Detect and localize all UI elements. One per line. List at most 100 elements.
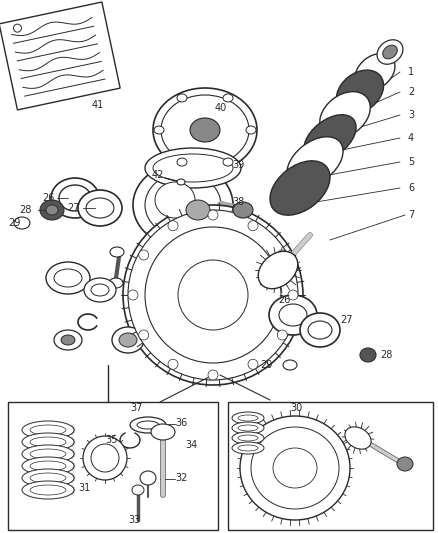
Ellipse shape <box>153 88 257 172</box>
Ellipse shape <box>128 210 298 380</box>
Ellipse shape <box>232 412 264 424</box>
Ellipse shape <box>145 148 241 188</box>
Text: 26: 26 <box>278 295 290 305</box>
Ellipse shape <box>109 278 123 288</box>
Ellipse shape <box>251 427 339 509</box>
Ellipse shape <box>46 262 90 294</box>
Ellipse shape <box>30 449 66 459</box>
Text: 36: 36 <box>175 418 187 428</box>
Text: 27: 27 <box>340 315 353 325</box>
Ellipse shape <box>283 360 297 370</box>
Ellipse shape <box>153 154 233 182</box>
Ellipse shape <box>232 432 264 444</box>
Ellipse shape <box>238 445 258 451</box>
Ellipse shape <box>59 185 91 211</box>
Text: 26: 26 <box>42 193 55 203</box>
Ellipse shape <box>83 436 127 480</box>
Ellipse shape <box>40 200 64 220</box>
Ellipse shape <box>186 200 210 220</box>
Ellipse shape <box>308 321 332 339</box>
Ellipse shape <box>208 370 218 380</box>
Ellipse shape <box>177 94 187 102</box>
Ellipse shape <box>320 92 370 139</box>
Ellipse shape <box>91 444 119 472</box>
Ellipse shape <box>161 95 249 165</box>
Text: 30: 30 <box>290 403 302 413</box>
Bar <box>228 402 433 530</box>
Text: 4: 4 <box>408 133 414 143</box>
Ellipse shape <box>168 359 178 369</box>
Ellipse shape <box>133 163 233 247</box>
Ellipse shape <box>22 469 74 487</box>
Text: 28: 28 <box>380 350 392 360</box>
Ellipse shape <box>140 471 156 485</box>
Ellipse shape <box>168 221 178 231</box>
Ellipse shape <box>336 70 384 114</box>
Ellipse shape <box>139 250 149 260</box>
Ellipse shape <box>177 179 185 185</box>
Text: 33: 33 <box>128 515 140 525</box>
Ellipse shape <box>240 416 350 520</box>
Ellipse shape <box>123 205 303 385</box>
Ellipse shape <box>277 330 287 340</box>
Ellipse shape <box>355 53 395 91</box>
Text: 29: 29 <box>260 360 272 370</box>
Ellipse shape <box>84 278 116 302</box>
Ellipse shape <box>30 461 66 471</box>
Ellipse shape <box>300 313 340 347</box>
Ellipse shape <box>110 247 124 257</box>
Ellipse shape <box>279 304 307 326</box>
Ellipse shape <box>178 260 248 330</box>
Ellipse shape <box>232 422 264 434</box>
Ellipse shape <box>14 24 21 32</box>
Ellipse shape <box>112 327 144 353</box>
Ellipse shape <box>155 182 195 218</box>
Ellipse shape <box>190 118 220 142</box>
Text: 2: 2 <box>408 87 414 97</box>
Ellipse shape <box>223 158 233 166</box>
Ellipse shape <box>119 333 137 347</box>
Ellipse shape <box>132 485 144 495</box>
Ellipse shape <box>30 485 66 495</box>
Text: 32: 32 <box>175 473 187 483</box>
Ellipse shape <box>128 290 138 300</box>
Ellipse shape <box>269 295 317 335</box>
Ellipse shape <box>208 210 218 220</box>
Text: 42: 42 <box>152 170 164 180</box>
Text: 40: 40 <box>215 103 227 113</box>
Text: 39: 39 <box>232 160 244 170</box>
Ellipse shape <box>30 473 66 483</box>
Text: 38: 38 <box>232 197 244 207</box>
Ellipse shape <box>61 335 75 345</box>
Ellipse shape <box>139 330 149 340</box>
Ellipse shape <box>277 250 287 260</box>
Text: 28: 28 <box>20 205 32 215</box>
Text: 1: 1 <box>408 67 414 77</box>
Ellipse shape <box>46 205 58 215</box>
Ellipse shape <box>78 190 122 226</box>
Ellipse shape <box>258 251 298 289</box>
Text: 34: 34 <box>185 440 197 450</box>
Ellipse shape <box>30 425 66 435</box>
Ellipse shape <box>223 94 233 102</box>
Text: 41: 41 <box>92 100 104 110</box>
Ellipse shape <box>177 158 187 166</box>
Ellipse shape <box>248 221 258 231</box>
Ellipse shape <box>86 198 114 218</box>
Ellipse shape <box>130 417 166 433</box>
Text: 7: 7 <box>408 210 414 220</box>
Ellipse shape <box>233 202 253 218</box>
Ellipse shape <box>304 115 356 161</box>
Ellipse shape <box>91 284 109 296</box>
Ellipse shape <box>151 424 175 440</box>
Ellipse shape <box>22 445 74 463</box>
Ellipse shape <box>273 448 317 488</box>
Ellipse shape <box>145 173 221 237</box>
Text: 37: 37 <box>130 403 142 413</box>
Ellipse shape <box>238 425 258 431</box>
Ellipse shape <box>238 435 258 441</box>
Text: 5: 5 <box>408 157 414 167</box>
Text: 3: 3 <box>408 110 414 120</box>
Text: 29: 29 <box>8 218 21 228</box>
Ellipse shape <box>154 126 164 134</box>
